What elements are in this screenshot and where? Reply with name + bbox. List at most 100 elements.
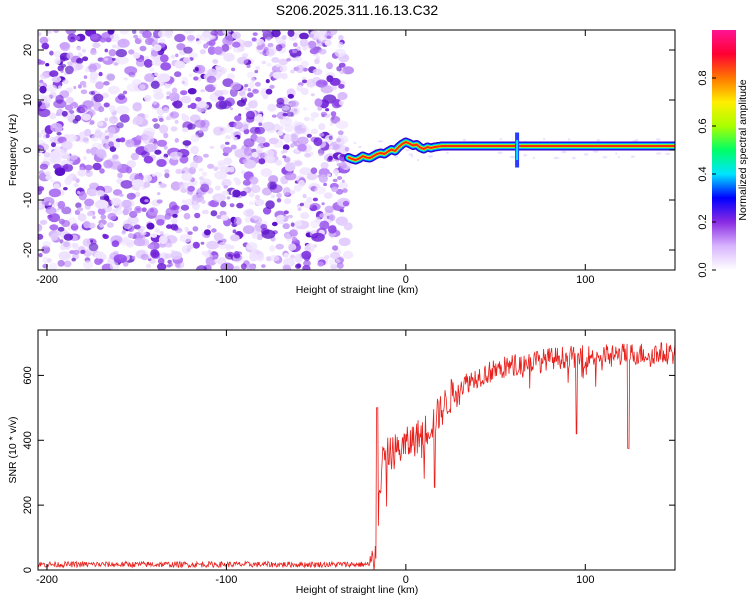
noise-blob	[203, 43, 209, 49]
noise-blob	[174, 151, 183, 158]
noise-blob	[207, 224, 212, 229]
noise-blob	[335, 120, 349, 129]
noise-blob	[314, 98, 323, 107]
noise-blob	[194, 119, 206, 128]
noise-blob	[104, 48, 109, 53]
noise-blob	[47, 258, 52, 263]
noise-blob	[135, 59, 146, 67]
noise-blob	[285, 162, 296, 172]
noise-blob	[265, 88, 273, 95]
noise-blob	[135, 135, 141, 141]
noise-blob	[191, 117, 197, 123]
noise-blob	[284, 172, 297, 181]
noise-blob	[219, 210, 227, 216]
noise-blob	[90, 91, 96, 95]
noise-blob	[61, 206, 72, 215]
noise-blob	[38, 223, 43, 232]
noise-blob	[330, 85, 338, 91]
noise-speck	[394, 155, 399, 158]
noise-blob	[286, 111, 294, 117]
noise-speck	[499, 138, 503, 141]
noise-blob	[95, 190, 105, 197]
noise-blob	[111, 57, 116, 61]
noise-blob	[282, 264, 291, 270]
noise-blob	[157, 73, 171, 83]
noise-blob	[66, 134, 78, 142]
noise-blob	[281, 72, 288, 80]
noise-blob	[72, 223, 78, 227]
noise-blob	[287, 214, 294, 219]
noise-blob	[67, 160, 73, 165]
noise-blob	[58, 251, 72, 261]
noise-blob	[252, 32, 258, 36]
noise-blob	[255, 136, 266, 144]
noise-blob	[126, 192, 136, 200]
noise-blob	[108, 105, 116, 113]
noise-blob	[310, 116, 315, 122]
noise-blob	[86, 211, 93, 217]
noise-blob	[275, 64, 281, 68]
noise-blob	[99, 168, 105, 174]
noise-blob	[326, 62, 333, 70]
noise-blob	[117, 93, 126, 100]
noise-blob	[156, 159, 167, 167]
noise-speck	[602, 156, 608, 159]
snr-series-line	[38, 342, 675, 570]
noise-blob	[311, 232, 325, 242]
noise-blob	[92, 162, 102, 171]
signal-trace	[343, 132, 675, 168]
noise-blob	[288, 229, 298, 237]
noise-blob	[38, 186, 45, 192]
noise-blob	[157, 182, 167, 189]
noise-blob	[270, 194, 276, 199]
noise-blob	[160, 62, 172, 71]
noise-speck	[353, 141, 357, 145]
noise-blob	[282, 149, 288, 154]
noise-blob	[112, 44, 117, 49]
noise-blob	[150, 249, 160, 258]
noise-blob	[168, 201, 178, 211]
noise-blob	[328, 135, 333, 140]
noise-blob	[233, 217, 242, 226]
noise-blob	[265, 200, 275, 210]
noise-blob	[157, 192, 161, 196]
noise-blob	[125, 139, 135, 148]
noise-blob	[98, 71, 103, 77]
noise-blob	[296, 46, 301, 51]
noise-blob	[337, 42, 344, 48]
noise-blob	[61, 219, 71, 228]
noise-blob	[268, 175, 279, 184]
noise-blob	[242, 225, 255, 235]
noise-blob	[294, 149, 299, 153]
noise-blob	[261, 43, 265, 48]
noise-blob	[243, 146, 253, 156]
noise-blob	[187, 123, 196, 130]
noise-blob	[289, 100, 300, 108]
noise-blob	[172, 101, 178, 107]
noise-blob	[223, 52, 235, 62]
noise-blob	[181, 80, 185, 85]
noise-blob	[41, 245, 51, 254]
noise-blob	[315, 216, 321, 223]
noise-blob	[122, 90, 128, 95]
snr-ticks: -200 -100 0 100 0 200 400 600	[22, 330, 675, 586]
noise-blob	[140, 253, 149, 261]
noise-blob	[300, 212, 310, 220]
noise-blob	[233, 265, 240, 270]
noise-blob	[233, 136, 238, 141]
noise-blob	[268, 137, 279, 145]
noise-blob	[107, 126, 116, 136]
noise-blob	[279, 65, 288, 72]
noise-blob	[38, 32, 42, 37]
noise-blob	[181, 172, 193, 182]
noise-blob	[94, 199, 109, 209]
noise-blob	[104, 72, 116, 82]
noise-blob	[139, 45, 147, 52]
noise-blob	[94, 251, 105, 259]
noise-blob	[282, 223, 290, 230]
noise-blob	[103, 159, 113, 169]
noise-blob	[192, 226, 199, 232]
noise-blob	[194, 212, 201, 219]
x-tick-label: 100	[576, 274, 594, 286]
noise-blob	[343, 250, 354, 259]
